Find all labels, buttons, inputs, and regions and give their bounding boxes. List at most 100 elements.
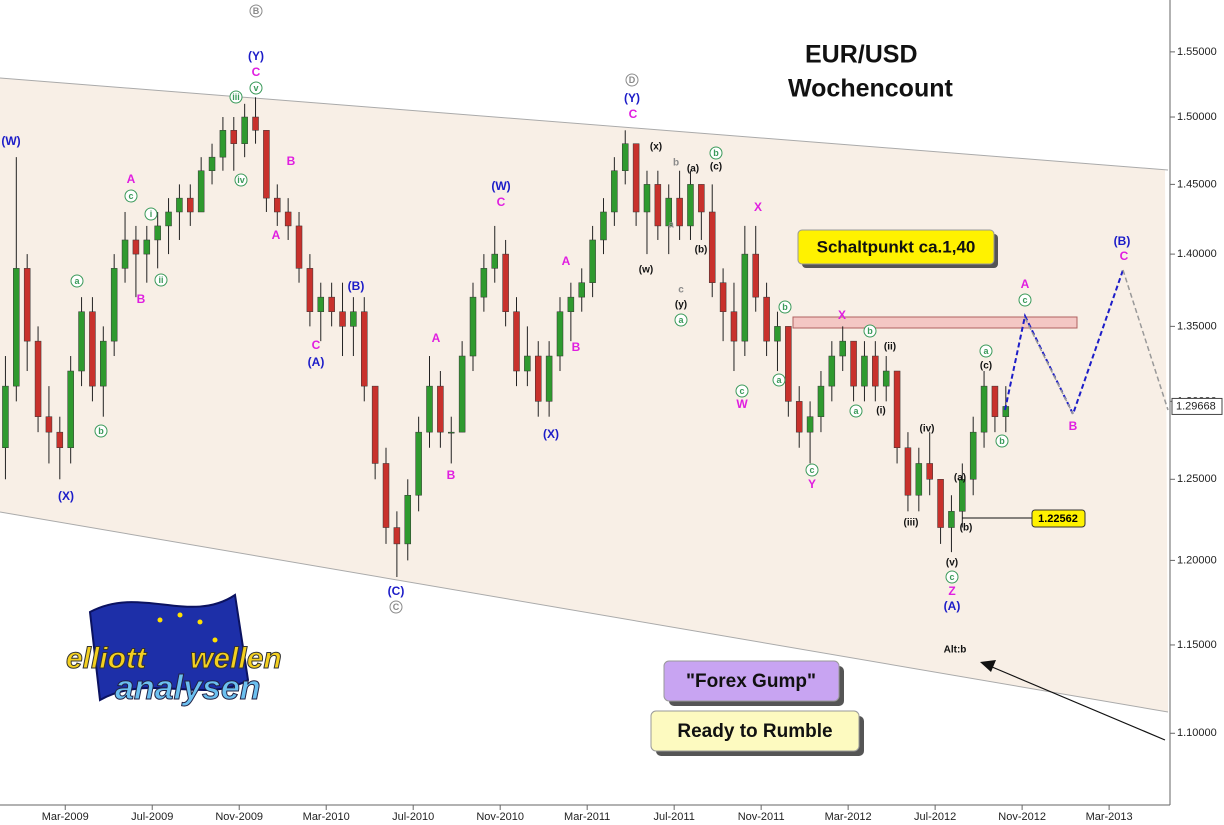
candle-body xyxy=(676,197,683,227)
wave-circle xyxy=(70,274,84,288)
candle-body xyxy=(219,130,227,158)
slogan-box xyxy=(663,660,840,702)
wave-circle xyxy=(772,373,786,387)
wave-label: C xyxy=(497,195,506,209)
candle-body xyxy=(654,184,662,227)
candle-body xyxy=(774,326,781,342)
last-price-label: 1.29668 xyxy=(1176,400,1216,412)
candle-body xyxy=(632,143,640,213)
candle-body xyxy=(741,253,749,342)
candle-body xyxy=(730,311,738,342)
candle-body xyxy=(882,370,890,387)
wave-label: X xyxy=(838,308,846,322)
wave-circle xyxy=(249,81,263,95)
candle-body xyxy=(948,511,955,528)
x-tick-label: Mar-2009 xyxy=(42,811,89,823)
wave-label: A xyxy=(127,172,136,186)
wave-label: (X) xyxy=(543,427,559,441)
candle-body xyxy=(89,311,96,387)
wave-label: c xyxy=(949,572,954,582)
resistance-zone xyxy=(792,316,1078,329)
candle-body xyxy=(763,296,770,342)
wave-label: (b) xyxy=(695,245,708,256)
candle-body xyxy=(448,431,455,434)
wave-label: (c) xyxy=(710,162,722,173)
candle-body xyxy=(2,385,9,448)
candle-body xyxy=(817,385,825,417)
candle-body xyxy=(361,311,368,387)
y-tick-label: 1.50000 xyxy=(1177,111,1217,123)
wave-label: B xyxy=(287,154,296,168)
candle-body xyxy=(937,479,944,528)
candle-body xyxy=(306,268,314,312)
wave-circle xyxy=(94,424,108,438)
wave-label: X xyxy=(754,200,762,214)
wave-circle xyxy=(249,4,263,18)
wave-circle xyxy=(674,313,688,327)
candle-body xyxy=(241,116,248,144)
candle-body xyxy=(969,431,977,480)
wave-label: A xyxy=(1021,277,1030,291)
candle-body xyxy=(393,527,401,545)
wave-label: (c) xyxy=(980,361,992,372)
wave-circle xyxy=(709,146,723,160)
x-tick-label: Nov-2011 xyxy=(738,811,785,823)
candle-body xyxy=(350,311,357,327)
wave-label: (w) xyxy=(639,265,653,276)
wave-label: A xyxy=(562,254,571,268)
candle-body xyxy=(589,239,596,283)
channel-upper xyxy=(0,77,1169,171)
wave-label: C xyxy=(629,107,638,121)
wave-label: C xyxy=(252,65,261,79)
x-tick-label: Nov-2012 xyxy=(998,811,1046,823)
x-tick-label: Mar-2013 xyxy=(1086,811,1133,823)
projection-alt-2 xyxy=(1122,269,1169,411)
candle-body xyxy=(904,447,912,496)
candle-body xyxy=(828,355,836,387)
candle-body xyxy=(545,355,553,402)
wave-label: C xyxy=(393,602,400,612)
candle-body xyxy=(132,239,140,255)
level-box xyxy=(1031,509,1086,528)
candle-body xyxy=(872,355,879,387)
wave-label: (A) xyxy=(944,599,961,613)
candle-body xyxy=(915,463,923,496)
candle-body xyxy=(611,170,618,213)
wave-label: (B) xyxy=(348,279,365,293)
candle-body xyxy=(284,211,292,227)
wave-label: C xyxy=(1120,249,1129,263)
wave-label: ii xyxy=(158,275,163,285)
candle-body xyxy=(926,463,933,480)
candle-body xyxy=(295,225,303,269)
candle-body xyxy=(197,170,205,213)
logo-star xyxy=(197,619,203,625)
y-tick-label: 1.15000 xyxy=(1177,639,1217,651)
candle-body xyxy=(480,268,488,298)
wave-label: b xyxy=(782,302,788,312)
wave-label: i xyxy=(150,209,153,219)
y-tick-label: 1.55000 xyxy=(1177,46,1217,58)
wave-label: (v) xyxy=(946,558,958,569)
wave-label: (iv) xyxy=(920,424,935,435)
wave-label: c xyxy=(809,465,814,475)
candle-body xyxy=(404,494,412,545)
logo-star xyxy=(212,637,218,643)
wave-circle xyxy=(778,300,792,314)
candle-body xyxy=(415,431,422,496)
wave-circle xyxy=(234,173,248,187)
wave-label: a xyxy=(74,276,80,286)
wave-label: a xyxy=(678,315,684,325)
logo-text: wellen xyxy=(190,642,282,675)
candle-body xyxy=(578,282,585,298)
wave-label: (ii) xyxy=(884,342,896,353)
wave-label: Alt:b xyxy=(944,645,967,656)
logo-text: elliott xyxy=(66,642,148,675)
candle-body xyxy=(339,311,346,327)
pivot-box xyxy=(797,229,995,265)
wave-label: a xyxy=(668,220,674,231)
wave-label: (a) xyxy=(954,473,966,484)
wave-circle xyxy=(389,600,403,614)
candle-body xyxy=(839,340,846,357)
x-tick-label: Jul-2010 xyxy=(392,811,434,823)
wave-label: B xyxy=(253,6,260,16)
